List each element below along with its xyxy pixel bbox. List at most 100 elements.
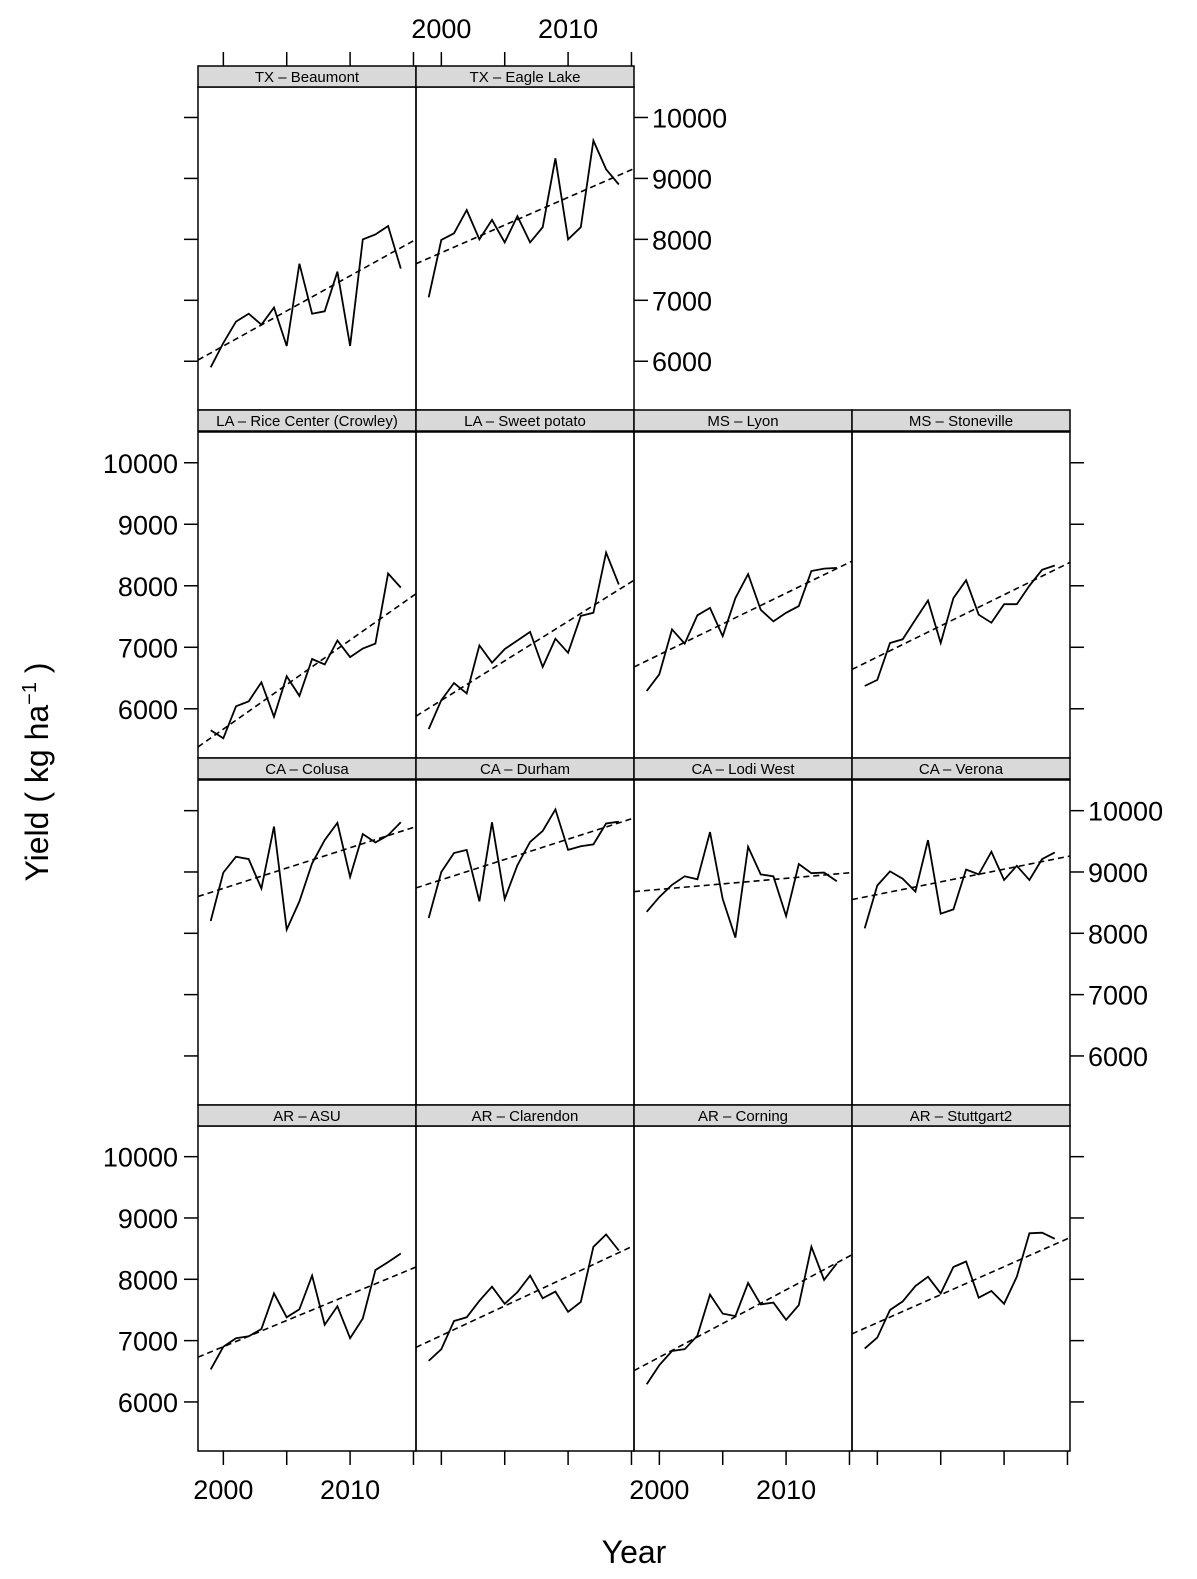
y-tick-label: 10000 [103,1143,178,1173]
panel-11: AR – Clarendon [415,1104,635,1452]
x-tick-label: 2000 [629,1475,689,1505]
y-tick-label: 6000 [118,695,178,725]
panel-frame [633,1125,853,1452]
y-tick-label: 6000 [118,1388,178,1418]
y-axis-title-suffix: ) [19,662,55,682]
series-line [864,1231,1056,1350]
series-line [645,1243,838,1385]
trend-line [416,167,634,265]
panel-strip-label: MS – Stoneville [909,413,1013,430]
trend-line [416,579,634,717]
panel-strip-label: CA – Lodi West [691,761,795,778]
x-tick-label: 2010 [756,1475,816,1505]
panel-frame [415,86,635,411]
panel-strip-label: AR – Corning [698,1108,788,1125]
y-tick-label: 7000 [118,1327,178,1357]
trend-line [852,855,1070,901]
series-line [428,1233,620,1362]
x-tick-label: 2010 [320,1475,380,1505]
y-tick-label: 10000 [103,449,178,479]
y-tick-label: 7000 [1088,981,1148,1011]
panel-strip-label: LA – Sweet potato [464,413,586,430]
trend-line [198,825,416,898]
panel-13: AR – Stuttgart2 [851,1104,1071,1452]
panel-9: CA – Verona [851,757,1071,1106]
trend-line [198,238,416,361]
y-tick-label: 6000 [652,347,712,377]
panel-frame [633,431,853,759]
trend-line [198,593,416,748]
panel-6: CA – Colusa [197,757,417,1106]
panel-frame [415,1125,635,1452]
panel-strip-label: CA – Colusa [265,761,349,778]
series-line [210,571,402,740]
panel-strip-label: LA – Rice Center (Crowley) [216,413,398,430]
trend-line [198,1266,416,1358]
y-axis-title: Yield ( kg ha−1 ) [19,662,55,881]
panel-4: MS – Lyon [633,409,853,759]
trend-line [634,1254,852,1372]
panel-strip-label: AR – Clarendon [472,1108,579,1125]
x-tick-label: 2000 [411,14,471,44]
series-line [645,567,837,692]
panel-frame [415,431,635,759]
panel-8: CA – Lodi West [633,757,853,1106]
series-line [863,839,1056,929]
y-axis-title-superscript: −1 [19,682,41,705]
panel-7: CA – Durham [415,757,635,1106]
panel-strip-label: CA – Verona [919,761,1004,778]
series-line [646,831,838,938]
series-line [864,564,1056,687]
panels-layer: TX – Beaumont TX – Eagle Lake LA – Rice Ce… [103,14,1163,1505]
panel-strip-label: TX – Beaumont [255,69,360,86]
panel-strip-label: CA – Durham [480,761,570,778]
panel-strip [851,409,1071,432]
panel-12: AR – Corning [633,1104,853,1452]
y-tick-label: 9000 [118,1204,178,1234]
series-line [209,820,402,933]
panel-strip-label: AR – Stuttgart2 [910,1108,1013,1125]
panel-strip-label: MS – Lyon [707,413,778,430]
panel-frame [633,779,853,1106]
y-tick-label: 10000 [1088,797,1163,827]
y-tick-label: 10000 [652,103,727,133]
y-tick-label: 9000 [1088,858,1148,888]
panel-5: MS – Stoneville [851,409,1071,759]
y-tick-label: 9000 [118,510,178,540]
panel-strip [851,1104,1071,1127]
x-tick-label: 2010 [538,14,598,44]
series-line [427,807,619,919]
panel-frame [851,431,1071,759]
trend-line [416,1244,634,1349]
panel-10: AR – ASU [197,1104,417,1452]
y-tick-label: 8000 [1088,919,1148,949]
panel-frame [851,779,1071,1106]
y-tick-label: 7000 [652,286,712,316]
panel-3: LA – Sweet potato [415,409,635,759]
series-line [427,137,620,298]
trend-line [852,561,1070,671]
panel-strip-label: AR – ASU [273,1108,341,1125]
y-tick-label: 8000 [118,1265,178,1295]
y-tick-label: 6000 [1088,1042,1148,1072]
panel-strip [851,757,1071,780]
trend-line [634,871,852,893]
y-tick-label: 7000 [118,633,178,663]
x-axis-title: Year [602,1534,667,1570]
series-line [427,549,620,730]
x-tick-label: 2000 [193,1475,253,1505]
y-tick-label: 8000 [652,225,712,255]
trend-line [634,560,852,668]
panel-0: TX – Beaumont [197,65,417,411]
panel-frame [197,86,417,411]
panel-2: LA – Rice Center (Crowley) [197,409,417,759]
panel-frame [197,779,417,1106]
panel-strip [415,65,635,88]
panel-frame [851,1125,1071,1452]
y-tick-label: 8000 [118,572,178,602]
series-line [209,224,402,368]
y-tick-label: 9000 [652,164,712,194]
series-line [209,1252,402,1370]
panel-strip-label: TX – Eagle Lake [470,69,581,86]
